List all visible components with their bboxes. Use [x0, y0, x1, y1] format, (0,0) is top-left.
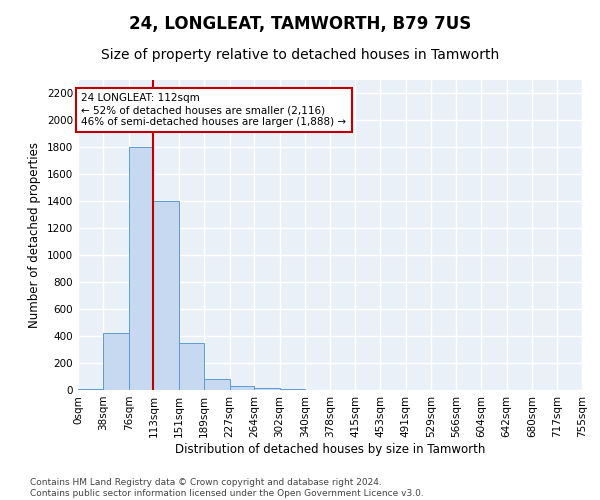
Bar	[204, 379, 230, 390]
Bar	[129, 148, 154, 390]
X-axis label: Distribution of detached houses by size in Tamworth: Distribution of detached houses by size …	[175, 442, 485, 456]
Bar	[230, 386, 254, 390]
Text: Size of property relative to detached houses in Tamworth: Size of property relative to detached ho…	[101, 48, 499, 62]
Bar	[179, 343, 204, 390]
Bar	[154, 202, 179, 390]
Y-axis label: Number of detached properties: Number of detached properties	[28, 142, 41, 328]
Text: 24, LONGLEAT, TAMWORTH, B79 7US: 24, LONGLEAT, TAMWORTH, B79 7US	[129, 15, 471, 33]
Text: 24 LONGLEAT: 112sqm
← 52% of detached houses are smaller (2,116)
46% of semi-det: 24 LONGLEAT: 112sqm ← 52% of detached ho…	[82, 94, 346, 126]
Bar	[103, 334, 129, 390]
Bar	[78, 388, 103, 390]
Text: Contains HM Land Registry data © Crown copyright and database right 2024.
Contai: Contains HM Land Registry data © Crown c…	[30, 478, 424, 498]
Bar	[254, 388, 280, 390]
